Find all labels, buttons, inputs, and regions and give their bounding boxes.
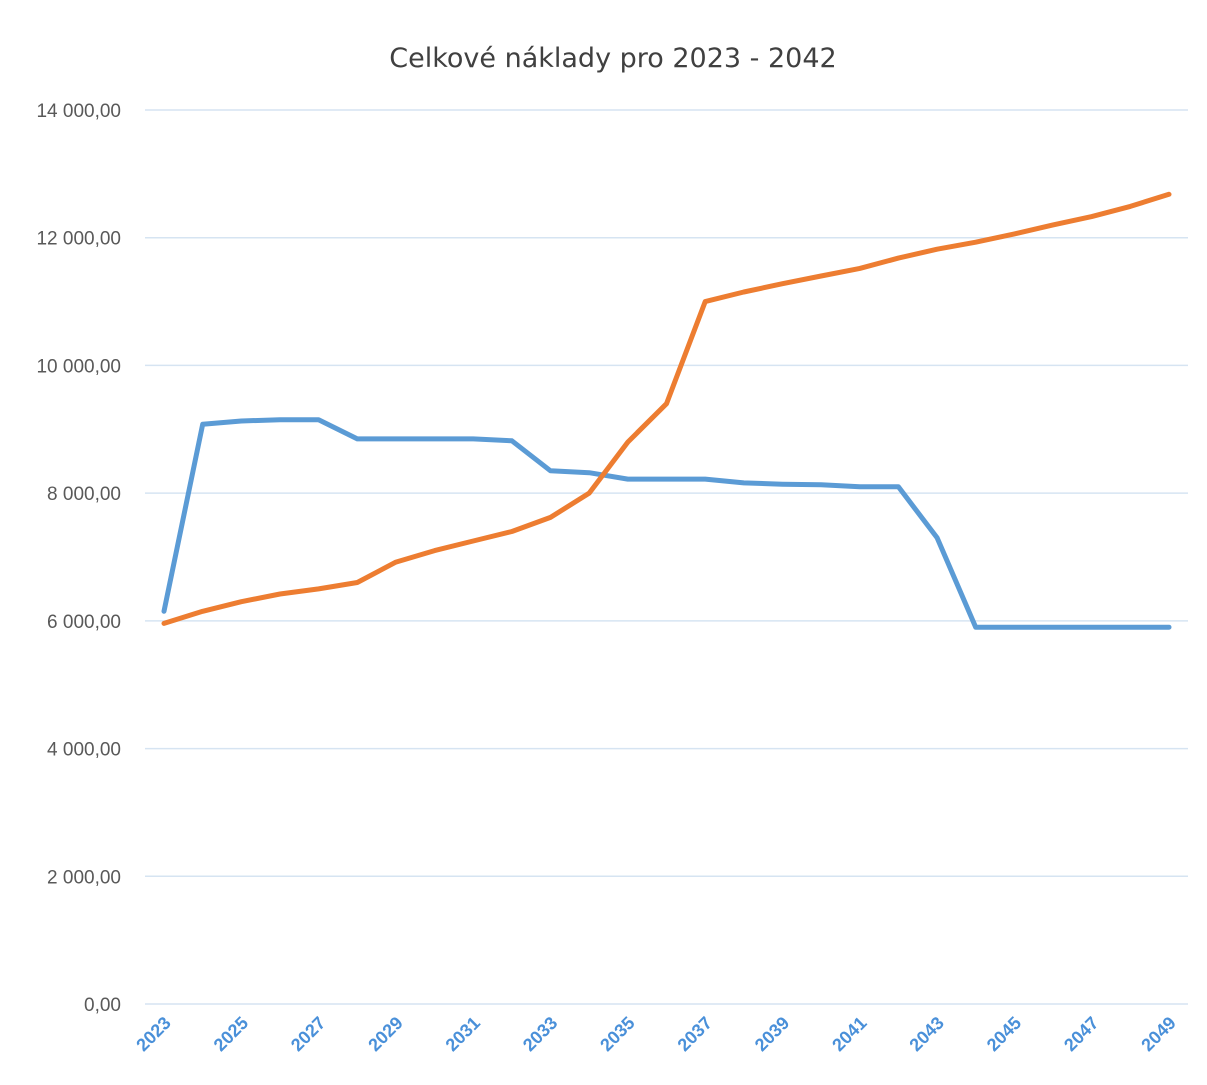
y-tick-label: 10 000,00 — [36, 356, 121, 377]
series-lines — [161, 191, 1172, 630]
chart-title: Celkové náklady pro 2023 - 2042 — [389, 43, 836, 74]
y-tick-label: 8 000,00 — [47, 484, 121, 505]
x-tick-label: 2033 — [519, 1013, 561, 1055]
y-tick-label: 6 000,00 — [47, 612, 121, 633]
x-tick-label: 2029 — [364, 1013, 406, 1055]
x-tick-label: 2041 — [828, 1013, 870, 1055]
x-tick-label: 2025 — [210, 1013, 252, 1055]
x-tick-label: 2043 — [905, 1013, 947, 1055]
x-tick-label: 2047 — [1060, 1013, 1102, 1055]
y-tick-label: 14 000,00 — [36, 101, 121, 122]
x-tick-label: 2027 — [287, 1013, 329, 1055]
x-tick-label: 2049 — [1137, 1013, 1179, 1055]
gridlines — [145, 109, 1188, 1005]
series-line-2 — [161, 191, 1172, 626]
y-tick-label: 4 000,00 — [47, 740, 121, 761]
x-tick-label: 2035 — [596, 1013, 638, 1055]
x-axis-ticks: 2023 2025 2027 2029 2031 2033 2035 2037 2039 2041… — [132, 1013, 1179, 1055]
y-axis-ticks: 0,00 2 000,00 4 000,00 6 000,00 8 000,00 10 0… — [36, 101, 121, 1016]
x-tick-label: 2045 — [983, 1013, 1025, 1055]
x-tick-label: 2031 — [442, 1013, 484, 1055]
series-line-1 — [161, 417, 1172, 630]
x-tick-label: 2023 — [132, 1013, 174, 1055]
y-tick-label: 0,00 — [84, 995, 121, 1016]
y-tick-label: 12 000,00 — [36, 229, 121, 250]
x-tick-label: 2039 — [751, 1013, 793, 1055]
x-tick-label: 2037 — [674, 1013, 716, 1055]
y-tick-label: 2 000,00 — [47, 867, 121, 888]
